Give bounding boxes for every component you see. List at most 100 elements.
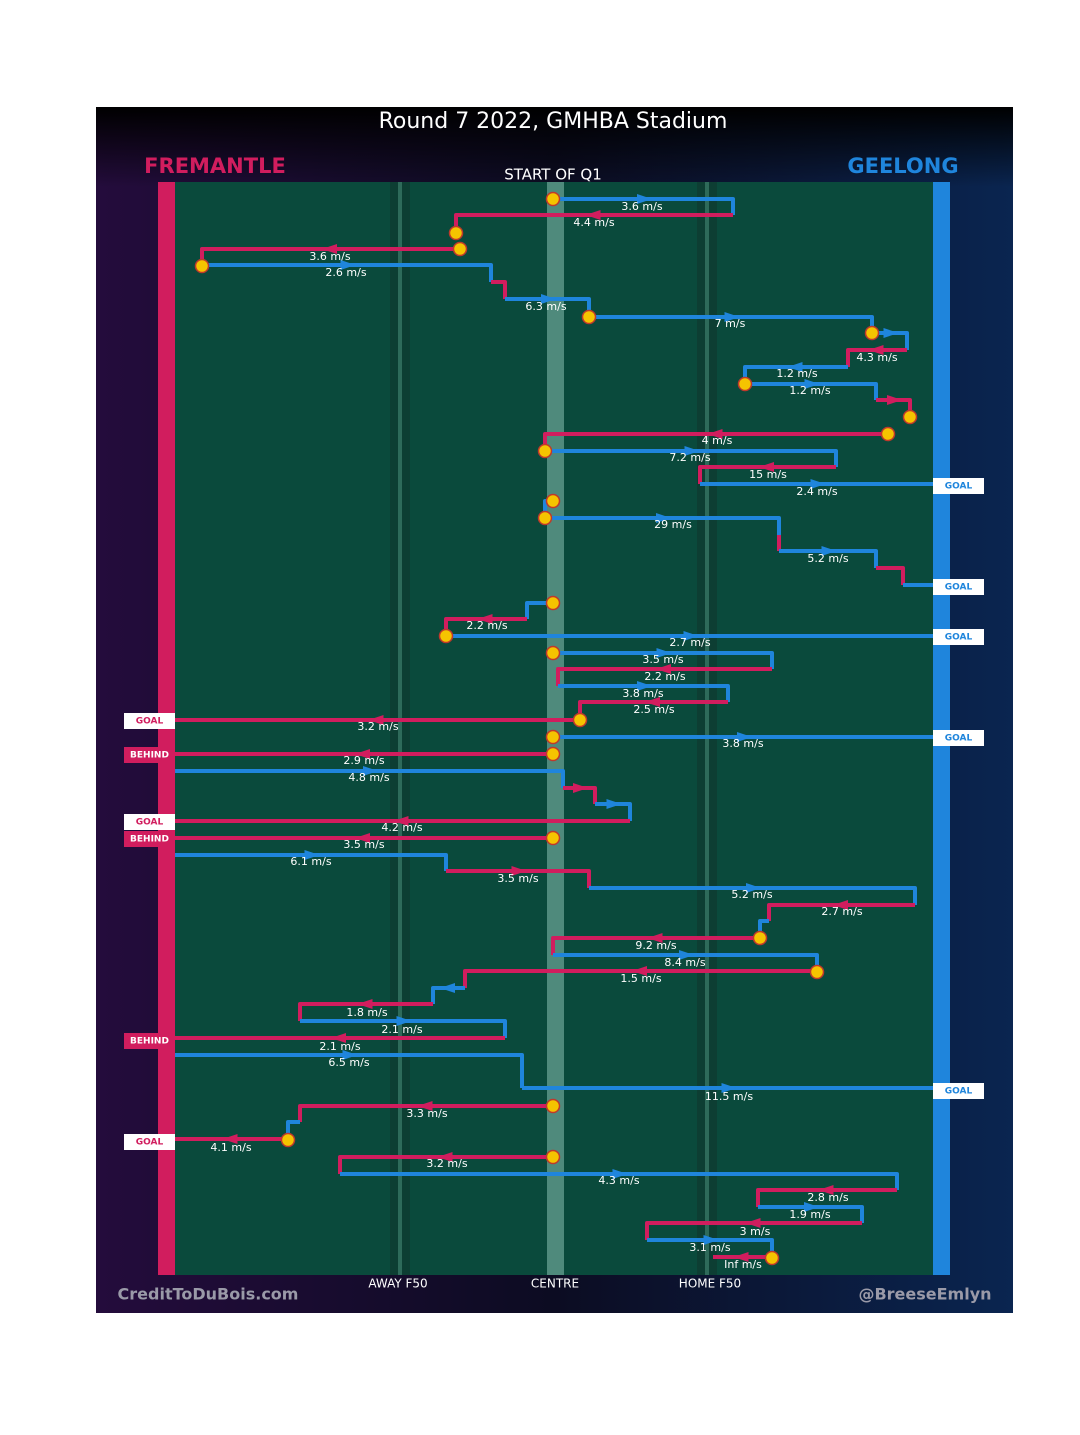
outcome-tag (124, 747, 175, 763)
kick-arrow (355, 749, 370, 759)
kick-path (745, 382, 878, 400)
kick-speed: 2.2 m/s (644, 670, 685, 683)
kick-path (298, 1104, 553, 1122)
possession-start (545, 191, 561, 207)
outcome-label: GOAL (945, 633, 973, 643)
chains: 3.6 m/s 4.4 m/s 3.6 m/s 2.6 m/s 6.3 m/s 7 m/s… (124, 191, 984, 1271)
kick-arrow (612, 1169, 628, 1179)
outcome-label: GOAL (945, 1087, 973, 1097)
kick-path (298, 1002, 433, 1021)
outcome-label: BEHIND (130, 751, 169, 761)
kick-speed: 3.3 m/s (406, 1107, 447, 1120)
kick-arrow (606, 799, 622, 809)
outcome-tag (124, 713, 175, 729)
centre-line (547, 182, 564, 1275)
kick-arrow (737, 732, 752, 742)
field-label: AWAY F50 (368, 1277, 427, 1291)
kick-arrow (707, 429, 723, 439)
kick-speed: 3.8 m/s (622, 687, 663, 700)
kick-arrow (340, 260, 356, 270)
kick-arrow (541, 294, 556, 304)
kick-arrow (759, 462, 774, 472)
possession-start (452, 241, 468, 257)
kick-speed: 2.6 m/s (325, 266, 366, 279)
kick-path (551, 936, 760, 955)
possession-start (545, 1149, 561, 1165)
outcome-label: GOAL (945, 734, 973, 744)
kick-arrow (804, 379, 820, 389)
kick-arrow (656, 513, 671, 523)
kick-arrow (868, 345, 884, 355)
kick-arrow (357, 999, 373, 1009)
possession-start (809, 964, 825, 980)
possession-start (864, 325, 880, 341)
field-label: CENTRE (531, 1277, 579, 1291)
outcome-label: BEHIND (130, 1037, 169, 1047)
kick-speed: 1.5 m/s (620, 972, 661, 985)
away-f50-line (398, 182, 402, 1275)
kick-arrow (322, 244, 337, 254)
kick-path (491, 280, 507, 299)
possession-start (581, 309, 597, 325)
kick-path (545, 516, 781, 535)
kick-path (767, 903, 915, 921)
kick-arrow (368, 715, 384, 725)
kick-speed: 3.1 m/s (689, 1241, 730, 1254)
possession-start (545, 645, 561, 661)
outcome-tag (124, 1134, 175, 1150)
kick-path (340, 1172, 899, 1190)
kick-speed: 4.3 m/s (856, 351, 897, 364)
kick-speed: 4.4 m/s (573, 216, 614, 229)
outcome-tag (124, 1033, 175, 1049)
outcome-label: GOAL (945, 482, 973, 492)
kick-speed: 2.7 m/s (821, 905, 862, 918)
kick-path (446, 869, 591, 888)
kick-arrow (645, 697, 660, 707)
kick-speed: 1.9 m/s (789, 1208, 830, 1221)
kick-arrow (331, 1033, 346, 1043)
kick-arrow (721, 1083, 737, 1093)
kick-arrow (746, 883, 761, 893)
kick-speed: 3.8 m/s (722, 737, 763, 750)
outcome-tag (124, 831, 175, 847)
kick-path (175, 853, 448, 871)
possession-start (764, 1250, 780, 1266)
kick-arrow (804, 1202, 819, 1212)
possession-start (545, 729, 561, 745)
kick-path (645, 1221, 862, 1240)
kick-speed: 4.2 m/s (381, 821, 422, 834)
kick-path (175, 769, 565, 788)
possession-start (280, 1132, 296, 1148)
kick-speed: 2.5 m/s (633, 703, 674, 716)
kick-path (558, 684, 730, 702)
kick-speed: 7.2 m/s (669, 451, 710, 464)
kick-speed: 1.2 m/s (789, 384, 830, 397)
kick-path (553, 651, 774, 669)
kick-speed: 6.1 m/s (290, 855, 331, 868)
kick-speed: 29 m/s (654, 518, 692, 531)
away-team: GEELONG (847, 154, 958, 178)
possession-start (545, 746, 561, 762)
possession-start (545, 1098, 561, 1114)
panel-top (96, 107, 1013, 187)
kick-speed: 5.2 m/s (807, 552, 848, 565)
kick-arrow (637, 681, 652, 691)
kick-arrow (222, 1134, 238, 1144)
kick-arrow (656, 648, 672, 658)
kick-speed: 3.5 m/s (642, 653, 683, 666)
kick-speed: 2.4 m/s (796, 485, 837, 498)
kick-arrow (679, 950, 694, 960)
kick-arrow (724, 312, 740, 322)
credit: CreditToDuBois.com (118, 1285, 299, 1304)
kick-speed: 4.1 m/s (210, 1141, 251, 1154)
possession-start (737, 376, 753, 392)
kick-path (545, 449, 838, 467)
kick-speed: 2.2 m/s (466, 619, 507, 632)
kick-arrow (745, 1218, 761, 1228)
kick-path (779, 549, 878, 568)
kick-speed: 3.2 m/s (357, 720, 398, 733)
kick-arrow (733, 1252, 749, 1262)
outcome-tag (933, 730, 984, 746)
outcome-label: GOAL (136, 1138, 164, 1148)
kick-path (756, 1188, 897, 1207)
